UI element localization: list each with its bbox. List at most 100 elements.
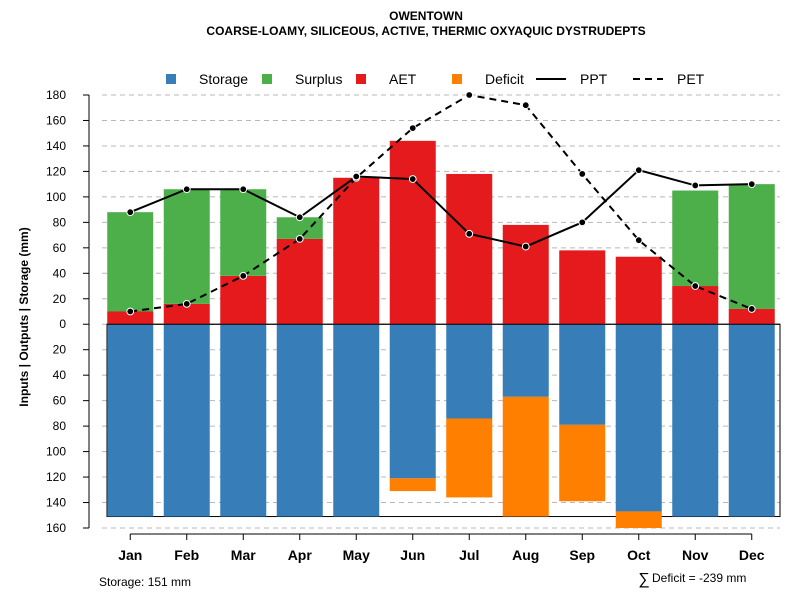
ppt-point-oct [634, 166, 643, 175]
legend-label-deficit: Deficit [485, 71, 524, 87]
x-tick-label-feb: Feb [174, 547, 199, 563]
surplus-bar-dec [728, 184, 775, 309]
storage-bar-jun [389, 324, 436, 479]
storage-bar-apr [276, 324, 323, 517]
pet-point-apr [295, 235, 304, 243]
y-tick-label: 160 [46, 113, 66, 127]
ppt-point-jan [126, 208, 135, 217]
ppt-point-may [352, 172, 361, 181]
ppt-point-sep [578, 218, 587, 227]
ppt-point-nov [691, 181, 700, 190]
ppt-point-feb [182, 185, 191, 194]
legend-item-surplus: Surplus [262, 71, 342, 87]
legend: Storage Surplus AET Deficit PPT PET [166, 71, 705, 87]
aet-bar-sep [559, 250, 606, 325]
x-tick-label-oct: Oct [627, 547, 651, 563]
legend-item-ppt: PPT [536, 71, 608, 87]
storage-bar-nov [672, 324, 719, 517]
y-tick-label: 120 [46, 164, 66, 178]
y-tick-label: 140 [46, 496, 66, 510]
y-tick-label: 120 [46, 470, 66, 484]
aet-bar-apr [276, 238, 323, 325]
deficit-footnote: Deficit = -239 mm [652, 571, 746, 585]
legend-swatch-storage [166, 74, 176, 84]
surplus-bar-jan [107, 212, 154, 312]
surplus-bar-apr [276, 217, 323, 239]
ppt-point-aug [521, 242, 530, 251]
x-tick-label-dec: Dec [739, 547, 765, 563]
series-lines [126, 91, 756, 316]
legend-label-ppt: PPT [580, 71, 608, 87]
pet-point-feb [182, 299, 191, 308]
storage-bar-aug [502, 324, 549, 397]
y-tick-label: 180 [46, 88, 66, 102]
x-tick-label-aug: Aug [512, 547, 539, 563]
x-tick-label-nov: Nov [682, 547, 709, 563]
pet-point-sep [578, 170, 587, 178]
aet-bar-oct [615, 256, 662, 325]
pet-point-nov [691, 282, 700, 290]
aet-bar-may [333, 177, 380, 325]
aet-bar-jan [107, 311, 154, 325]
y-tick-label: 20 [53, 292, 67, 306]
y-tick-label: 40 [53, 266, 67, 280]
y-tick-label: 100 [46, 190, 66, 204]
surplus-bar-feb [163, 189, 210, 304]
pet-point-jul [465, 91, 474, 99]
x-tick-label-jul: Jul [459, 547, 479, 563]
legend-label-pet: PET [677, 71, 705, 87]
legend-item-storage: Storage [166, 71, 248, 87]
pet-line [130, 93, 753, 313]
pet-point-dec [747, 305, 756, 313]
aet-bar-aug [502, 224, 549, 325]
y-tick-label: 80 [53, 419, 67, 433]
bars [106, 140, 781, 528]
x-tick-label-sep: Sep [569, 547, 595, 563]
storage-bar-mar [220, 324, 267, 517]
deficit-bar-jun [389, 478, 436, 492]
legend-label-surplus: Surplus [295, 71, 342, 87]
ppt-point-jul [465, 229, 474, 238]
aet-bar-jun [389, 140, 436, 325]
legend-swatch-aet [356, 74, 366, 84]
deficit-bar-aug [502, 396, 549, 517]
legend-item-aet: AET [356, 71, 417, 87]
surplus-bar-nov [672, 190, 719, 287]
chart-title: OWENTOWN [389, 9, 463, 23]
deficit-bar-jul [446, 418, 493, 498]
legend-swatch-deficit [452, 74, 462, 84]
deficit-bar-oct [615, 511, 662, 528]
storage-footnote: Storage: 151 mm [99, 575, 191, 589]
deficit-bar-sep [559, 424, 606, 502]
x-tick-label-jun: Jun [400, 547, 425, 563]
aet-bar-dec [728, 308, 775, 325]
pet-point-mar [239, 271, 248, 280]
legend-item-deficit: Deficit [452, 71, 524, 87]
ppt-point-mar [239, 185, 248, 194]
storage-bar-feb [163, 324, 210, 517]
y-tick-label: 60 [53, 241, 67, 255]
pet-point-jun [408, 124, 417, 133]
ppt-point-jun [408, 175, 417, 183]
x-tick-label-jan: Jan [118, 547, 142, 563]
storage-bar-oct [615, 324, 662, 512]
y-tick-label: 80 [53, 215, 67, 229]
x-tick-label-mar: Mar [231, 547, 256, 563]
y-tick-label: 40 [53, 368, 67, 382]
surplus-bar-mar [220, 189, 267, 276]
storage-bar-may [333, 324, 380, 517]
storage-bar-jul [446, 324, 493, 419]
chart-subtitle: COARSE-LOAMY, SILICEOUS, ACTIVE, THERMIC… [206, 24, 645, 38]
y-tick-label: 60 [53, 394, 67, 408]
legend-item-pet: PET [633, 71, 705, 87]
pet-point-aug [521, 101, 530, 110]
legend-label-aet: AET [389, 71, 417, 87]
storage-bar-dec [728, 324, 775, 517]
storage-bar-jan [107, 324, 154, 517]
ppt-point-dec [747, 180, 756, 189]
y-axis-label: Inputs | Outputs | Storage (mm) [17, 227, 31, 406]
deficit-sum-symbol: ∑ [638, 571, 649, 588]
y-tick-label: 140 [46, 139, 66, 153]
x-tick-label-may: May [343, 547, 370, 563]
